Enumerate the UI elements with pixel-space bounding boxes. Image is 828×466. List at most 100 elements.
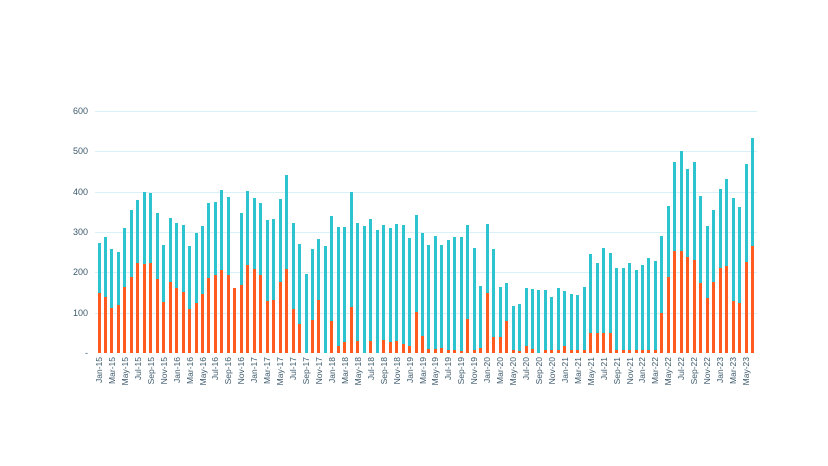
bar-total: [330, 215, 334, 353]
x-tick-label: Jan-21: [559, 357, 570, 383]
bar-subset: [421, 336, 424, 353]
x-tick-label: Sep-19: [456, 357, 467, 385]
bar-subset: [485, 293, 489, 353]
bar-total: [382, 225, 386, 353]
bar-subset: [446, 349, 450, 353]
bar-subset: [589, 332, 593, 353]
gridline: [95, 151, 757, 152]
gridline: [95, 232, 757, 233]
bar-total: [543, 290, 547, 353]
bar-subset: [712, 282, 716, 353]
bar-total: [589, 254, 593, 353]
x-tick-label: Jan-22: [637, 357, 648, 383]
x-tick-label: Jan-15: [94, 357, 104, 383]
bar-total: [103, 236, 107, 353]
bar-subset: [97, 292, 101, 353]
bar-total: [744, 163, 748, 353]
bar-total: [479, 286, 483, 353]
bar-subset: [175, 288, 179, 353]
bar-subset: [731, 300, 735, 353]
bar-total: [194, 232, 198, 353]
bar-subset: [524, 346, 528, 353]
bar-total: [401, 224, 405, 353]
bar-subset: [343, 342, 347, 353]
bar-total: [485, 223, 489, 353]
bar-subset: [349, 307, 353, 353]
bar-subset: [194, 303, 198, 353]
bar-subset: [569, 349, 573, 353]
bar-subset: [136, 263, 140, 353]
bar-subset: [298, 323, 302, 353]
bar-subset: [576, 349, 580, 353]
bar-total: [311, 248, 314, 353]
x-tick-label: Jul-19: [443, 357, 454, 381]
bar-total: [317, 239, 321, 353]
bar-subset: [123, 286, 127, 353]
bar-total: [511, 305, 515, 353]
bar-total: [621, 267, 625, 353]
bar-subset: [155, 278, 159, 353]
bar-subset: [408, 346, 412, 353]
bar-total: [395, 223, 399, 353]
bar-subset: [744, 261, 748, 353]
bar-subset: [530, 348, 534, 353]
bar-subset: [718, 267, 722, 353]
x-tick-label: May-17: [275, 357, 286, 386]
x-tick-label: Sep-15: [145, 357, 156, 385]
bar-total: [265, 219, 269, 353]
bar-subset: [162, 302, 166, 353]
bar-subset: [699, 282, 703, 353]
y-tick-label: 300: [72, 227, 88, 237]
x-tick-label: May-18: [352, 357, 363, 386]
bar-subset: [278, 282, 282, 353]
bar-total: [569, 294, 573, 353]
bar-total: [116, 252, 120, 353]
bar-subset: [563, 345, 567, 353]
bar-total: [188, 246, 192, 353]
bar-subset: [660, 313, 664, 353]
bar-subset: [725, 265, 729, 353]
x-tick-label: Jul-17: [288, 357, 299, 381]
bar-total: [472, 247, 476, 353]
bar-total: [175, 222, 179, 353]
bar-subset: [226, 274, 230, 353]
bar-subset: [272, 300, 276, 353]
bar-total: [738, 207, 742, 353]
bar-total: [466, 224, 470, 353]
bar-total: [304, 273, 308, 353]
x-tick-label: May-20: [508, 357, 519, 386]
gridline: [95, 272, 757, 273]
bar-total: [530, 289, 534, 353]
bar-total: [556, 288, 560, 353]
bar-total: [427, 244, 431, 353]
bar-total: [705, 225, 709, 353]
bar-total: [375, 229, 379, 353]
bar-total: [421, 233, 424, 353]
bar-subset: [103, 296, 107, 353]
x-tick-label: Sep-18: [378, 357, 389, 385]
bar-total: [615, 267, 619, 353]
bar-subset: [246, 265, 250, 353]
x-tick-label: Jul-16: [210, 357, 221, 381]
bar-total: [634, 269, 638, 353]
x-tick-label: Jul-15: [132, 357, 143, 381]
x-tick-label: Mar-18: [339, 357, 350, 384]
bar-subset: [110, 308, 114, 353]
bar-subset: [207, 277, 211, 353]
x-tick-label: Mar-16: [184, 357, 195, 384]
bar-subset: [311, 319, 314, 353]
bar-subset: [511, 349, 515, 353]
x-tick-label: Jan-23: [715, 357, 726, 383]
bar-subset: [628, 349, 632, 353]
bar-subset: [750, 246, 754, 353]
bar-subset: [621, 349, 625, 353]
bar-subset: [414, 312, 418, 353]
bar-total: [181, 225, 185, 353]
x-tick-label: Mar-21: [572, 357, 583, 384]
bar-subset: [640, 349, 644, 353]
y-tick-label: 400: [72, 186, 88, 197]
y-tick-label: 100: [72, 307, 88, 318]
bar-total: [440, 245, 444, 353]
x-tick-label: Nov-20: [546, 357, 557, 385]
